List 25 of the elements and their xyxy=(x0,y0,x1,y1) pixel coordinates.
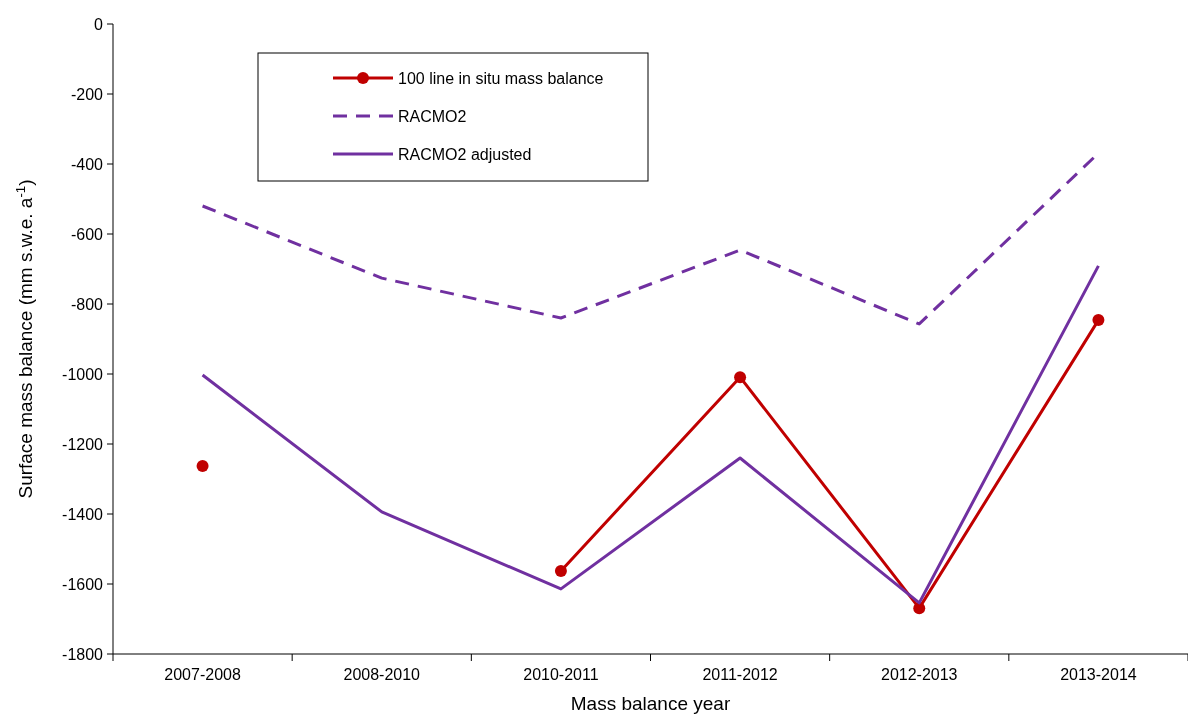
point xyxy=(734,371,747,384)
point xyxy=(554,565,567,578)
x-axis-title: Mass balance year xyxy=(570,693,731,714)
y-tick-label: -1200 xyxy=(62,435,104,453)
x-tick-label: 2010-2011 xyxy=(523,666,599,683)
x-tick-label: 2012-2013 xyxy=(880,666,958,683)
y-tick-label: -1800 xyxy=(62,645,104,663)
y-tick-label: -600 xyxy=(70,225,104,243)
y-tick-label: -1400 xyxy=(62,505,104,523)
y-tick-label: 0 xyxy=(94,15,104,33)
x-tick-label: 2007-2008 xyxy=(164,666,241,683)
y-tick-label: -400 xyxy=(70,155,104,173)
legend-label: 100 line in situ mass balance xyxy=(398,69,604,87)
legend-label: RACMO2 xyxy=(398,107,467,125)
y-tick-label: -1000 xyxy=(62,365,104,383)
point xyxy=(913,602,926,615)
x-tick-label: 2008-2010 xyxy=(343,666,421,683)
point xyxy=(1092,314,1105,327)
y-tick-label: -1600 xyxy=(62,575,104,593)
point xyxy=(196,460,209,473)
y-tick-label: -200 xyxy=(70,85,104,103)
x-tick-label: 2011-2012 xyxy=(702,666,778,683)
x-tick-label: 2013-2014 xyxy=(1060,666,1137,683)
legend-label: RACMO2 adjusted xyxy=(398,145,532,163)
y-tick-label: -800 xyxy=(70,295,104,313)
